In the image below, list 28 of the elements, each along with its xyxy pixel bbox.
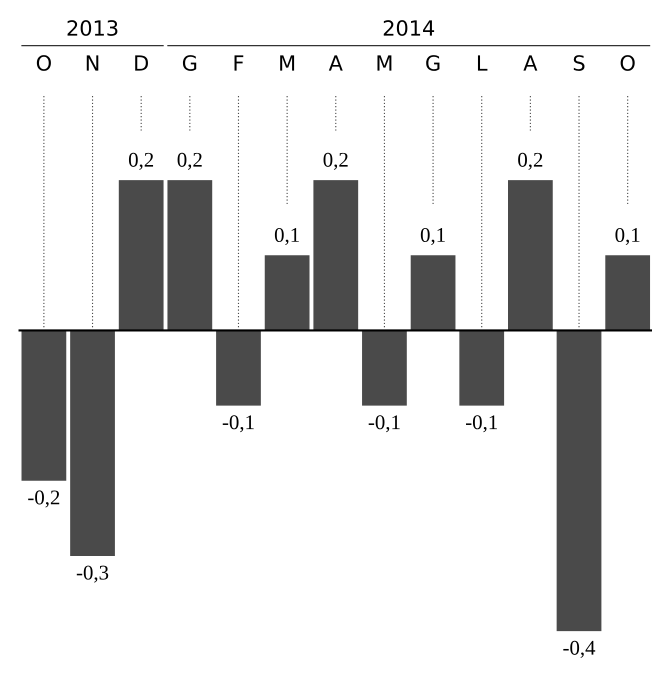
data-label: -0,3 — [76, 566, 108, 583]
x-tick-label: O — [36, 55, 51, 71]
data-label: -0,1 — [368, 415, 400, 432]
data-label: -0,1 — [466, 415, 497, 432]
data-label: -0,4 — [563, 640, 596, 658]
x-tick-label: A — [328, 55, 343, 71]
x-tick-label: D — [135, 55, 148, 71]
x-tick-label: F — [234, 55, 244, 71]
x-tick-label: M — [377, 55, 392, 71]
data-label: 0,1 — [615, 228, 640, 245]
x-tick-label: L — [478, 55, 488, 71]
x-tick-label: S — [574, 55, 584, 71]
data-label: -0,1 — [222, 415, 254, 432]
data-label: -0,2 — [28, 490, 60, 508]
text: 2014 — [384, 20, 434, 36]
data-label: 0,2 — [178, 152, 202, 170]
x-tick-label: M — [280, 55, 294, 71]
x-tick-label: G — [426, 55, 440, 71]
x-tick-label: O — [620, 55, 635, 71]
x-tick-label: G — [182, 55, 196, 71]
data-label: 0,2 — [324, 152, 348, 170]
data-label: 0,2 — [518, 152, 542, 170]
data-label: 0,1 — [420, 228, 445, 245]
data-label: 0,1 — [274, 228, 299, 245]
x-tick-label: A — [523, 55, 538, 71]
text: 2013 — [68, 20, 118, 36]
data-label: 0,2 — [128, 152, 154, 170]
x-tick-label: N — [86, 55, 98, 71]
